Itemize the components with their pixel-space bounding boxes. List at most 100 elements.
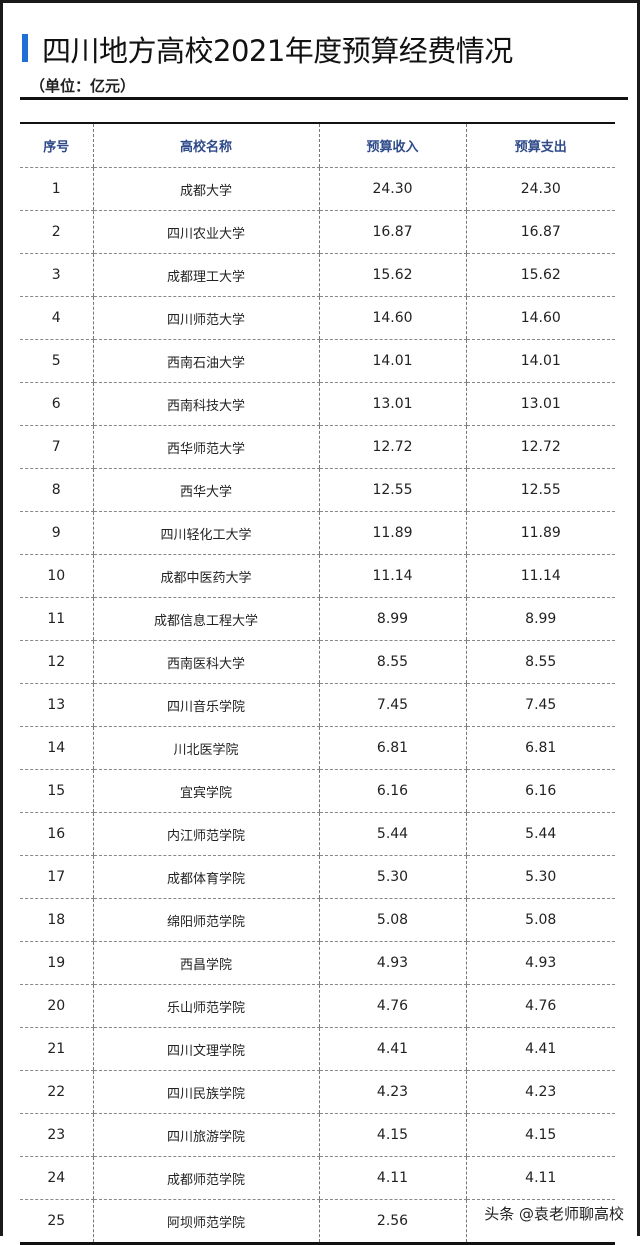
cell-school-name: 四川轻化工大学 <box>92 511 319 555</box>
table-row: 13 四川音乐学院 7.45 7.45 <box>20 683 615 727</box>
cell-budget-income: 14.60 <box>318 296 466 340</box>
cell-school-name: 成都大学 <box>92 167 319 211</box>
cell-index: 2 <box>20 210 93 254</box>
cell-school-name: 西南科技大学 <box>92 382 319 426</box>
cell-budget-expense: 4.11 <box>465 1156 615 1200</box>
cell-budget-income: 16.87 <box>318 210 466 254</box>
cell-index: 18 <box>20 898 93 942</box>
cell-index: 13 <box>20 683 93 727</box>
table-row: 3 成都理工大学 15.62 15.62 <box>20 253 615 297</box>
cell-budget-income: 11.14 <box>318 554 466 598</box>
table-row: 16 内江师范学院 5.44 5.44 <box>20 812 615 856</box>
table-row: 20 乐山师范学院 4.76 4.76 <box>20 984 615 1028</box>
cell-budget-income: 5.44 <box>318 812 466 856</box>
cell-index: 25 <box>47 1213 66 1229</box>
cell-budget-income: 6.81 <box>318 726 466 770</box>
table-row: 15 宜宾学院 6.16 6.16 <box>20 769 615 813</box>
cell-budget-income: 8.99 <box>318 597 466 641</box>
table-row: 1 成都大学 24.30 24.30 <box>20 167 615 211</box>
table-row: 10 成都中医药大学 11.14 11.14 <box>20 554 615 598</box>
cell-school-name: 成都中医药大学 <box>92 554 319 598</box>
cell-budget-income: 5.08 <box>318 898 466 942</box>
cell-school-name: 成都体育学院 <box>92 855 319 899</box>
cell-budget-expense: 12.55 <box>465 468 615 512</box>
cell-budget-expense: 24.30 <box>465 167 615 211</box>
cell-index: 19 <box>20 941 93 985</box>
title-accent-bar <box>22 34 28 62</box>
cell-budget-expense: 5.44 <box>465 812 615 856</box>
table-row: 17 成都体育学院 5.30 5.30 <box>20 855 615 899</box>
cell-school-name: 西华师范大学 <box>92 425 319 469</box>
table-row: 18 绵阳师范学院 5.08 5.08 <box>20 898 615 942</box>
cell-budget-income: 15.62 <box>318 253 466 297</box>
table-row: 7 西华师范大学 12.72 12.72 <box>20 425 615 469</box>
cell-budget-expense: 4.15 <box>465 1113 615 1157</box>
cell-budget-income: 8.55 <box>318 640 466 684</box>
cell-index: 5 <box>20 339 93 383</box>
cell-school-name: 四川文理学院 <box>92 1027 319 1071</box>
cell-index: 23 <box>20 1113 93 1157</box>
header-budget-expense: 预算支出 <box>465 123 615 168</box>
cell-budget-expense: 11.89 <box>465 511 615 555</box>
table-row: 19 西昌学院 4.93 4.93 <box>20 941 615 985</box>
cell-budget-income: 6.16 <box>318 769 466 813</box>
cell-school-name: 阿坝师范学院 <box>92 1199 319 1244</box>
page-title: 四川地方高校2021年度预算经费情况 <box>42 34 513 68</box>
cell-budget-expense: 6.81 <box>465 726 615 770</box>
cell-budget-expense: 16.87 <box>465 210 615 254</box>
cell-index: 6 <box>20 382 93 426</box>
header-index: 序号 <box>20 123 93 168</box>
cell-school-name: 成都师范学院 <box>92 1156 319 1200</box>
table-header-row: 序号 高校名称 预算收入 预算支出 <box>20 123 615 168</box>
cell-index: 10 <box>20 554 93 598</box>
divider <box>20 97 628 100</box>
cell-budget-income: 5.30 <box>318 855 466 899</box>
table-row: 6 西南科技大学 13.01 13.01 <box>20 382 615 426</box>
table-row: 9 四川轻化工大学 11.89 11.89 <box>20 511 615 555</box>
cell-school-name: 西南石油大学 <box>92 339 319 383</box>
cell-school-name: 四川师范大学 <box>92 296 319 340</box>
cell-index: 9 <box>20 511 93 555</box>
table-row: 12 西南医科大学 8.55 8.55 <box>20 640 615 684</box>
cell-school-name: 四川民族学院 <box>92 1070 319 1114</box>
cell-budget-expense: 4.41 <box>465 1027 615 1071</box>
cell-budget-income: 4.15 <box>318 1113 466 1157</box>
table-row: 21 四川文理学院 4.41 4.41 <box>20 1027 615 1071</box>
cell-index: 15 <box>20 769 93 813</box>
cell-school-name: 成都理工大学 <box>92 253 319 297</box>
header-budget-income: 预算收入 <box>318 123 466 168</box>
cell-index: 1 <box>20 167 93 211</box>
cell-index: 16 <box>20 812 93 856</box>
table-row: 24 成都师范学院 4.11 4.11 <box>20 1156 615 1200</box>
cell-school-name: 宜宾学院 <box>92 769 319 813</box>
cell-index: 20 <box>20 984 93 1028</box>
cell-budget-expense: 13.01 <box>465 382 615 426</box>
cell-budget-expense: 5.30 <box>465 855 615 899</box>
cell-index: 24 <box>20 1156 93 1200</box>
cell-budget-expense: 4.23 <box>465 1070 615 1114</box>
table-row: 23 四川旅游学院 4.15 4.15 <box>20 1113 615 1157</box>
cell-budget-expense: 14.60 <box>465 296 615 340</box>
cell-budget-expense: 8.99 <box>465 597 615 641</box>
cell-index: 4 <box>20 296 93 340</box>
cell-budget-expense: 12.72 <box>465 425 615 469</box>
table-row: 11 成都信息工程大学 8.99 8.99 <box>20 597 615 641</box>
cell-budget-income: 2.56 <box>318 1199 466 1244</box>
cell-school-name: 四川农业大学 <box>92 210 319 254</box>
cell-budget-income: 13.01 <box>318 382 466 426</box>
cell-budget-expense: 8.55 <box>465 640 615 684</box>
cell-school-name: 四川旅游学院 <box>92 1113 319 1157</box>
header-school-name: 高校名称 <box>92 123 319 168</box>
cell-budget-income: 4.11 <box>318 1156 466 1200</box>
cell-index: 21 <box>20 1027 93 1071</box>
cell-index: 11 <box>20 597 93 641</box>
cell-budget-income: 12.72 <box>318 425 466 469</box>
cell-school-name: 西昌学院 <box>92 941 319 985</box>
cell-budget-expense: 11.14 <box>465 554 615 598</box>
cell-index: 14 <box>20 726 93 770</box>
cell-index: 8 <box>20 468 93 512</box>
cell-budget-expense: 5.08 <box>465 898 615 942</box>
table-row: 2 四川农业大学 16.87 16.87 <box>20 210 615 254</box>
table-row: 8 西华大学 12.55 12.55 <box>20 468 615 512</box>
cell-school-name: 成都信息工程大学 <box>92 597 319 641</box>
